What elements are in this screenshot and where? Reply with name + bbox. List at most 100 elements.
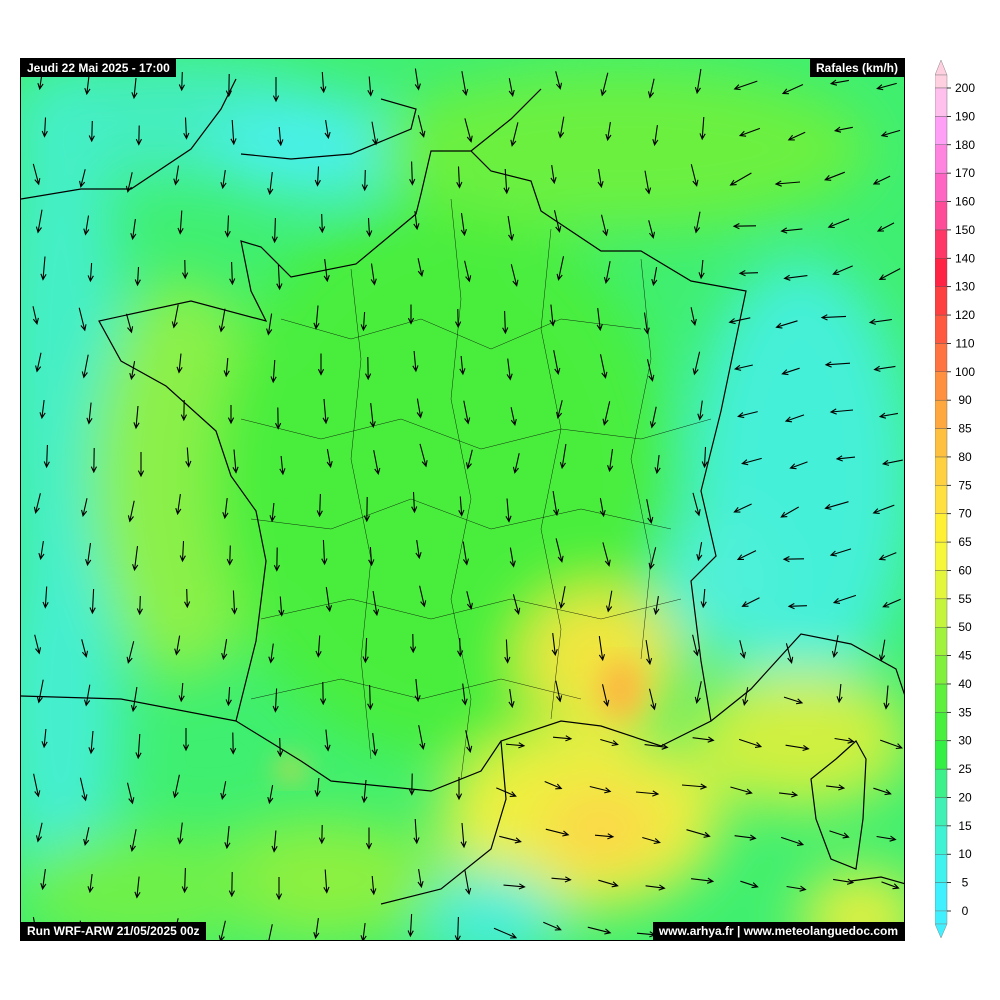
wind-arrow bbox=[413, 211, 420, 231]
wind-arrow bbox=[868, 318, 892, 325]
wind-arrow bbox=[83, 215, 90, 236]
wind-arrow bbox=[833, 878, 855, 885]
belgium-coast bbox=[470, 88, 542, 152]
legend-swatch bbox=[935, 456, 948, 486]
wind-arrow bbox=[878, 639, 886, 662]
wind-arrow bbox=[87, 262, 94, 283]
legend-tick-label: 85 bbox=[958, 422, 972, 436]
wind-arrow bbox=[134, 266, 141, 287]
wind-arrow bbox=[125, 172, 133, 193]
wind-arrow bbox=[600, 738, 619, 747]
wind-arrow bbox=[686, 829, 711, 838]
wind-arrow bbox=[227, 405, 235, 425]
wind-arrow bbox=[543, 921, 562, 931]
wind-arrow bbox=[882, 598, 901, 608]
wind-arrow bbox=[883, 685, 890, 710]
gust-field bbox=[21, 59, 904, 940]
wind-arrow bbox=[741, 457, 762, 466]
wind-arrow bbox=[224, 826, 231, 850]
wind-arrow bbox=[271, 830, 278, 853]
wind-arrow bbox=[508, 689, 515, 709]
legend-over-swatch bbox=[935, 74, 948, 89]
wind-arrow bbox=[881, 459, 903, 466]
legend-tick-label: 120 bbox=[955, 308, 975, 322]
wind-arrow bbox=[692, 492, 701, 517]
wind-arrow bbox=[510, 122, 519, 147]
wind-arrow bbox=[774, 180, 801, 187]
wind-arrow bbox=[783, 274, 808, 281]
wind-arrow bbox=[601, 684, 610, 707]
legend-swatch bbox=[935, 655, 948, 685]
wind-arrow bbox=[557, 116, 565, 139]
wind-arrow bbox=[324, 729, 331, 752]
wind-arrow bbox=[81, 354, 89, 379]
wind-arrow bbox=[459, 355, 466, 376]
wind-arrow bbox=[553, 210, 562, 233]
wind-arrow bbox=[272, 77, 280, 103]
wind-arrow bbox=[408, 773, 415, 796]
legend-tick-label: 190 bbox=[955, 109, 975, 123]
legend-tick-label: 180 bbox=[955, 138, 975, 152]
legend-swatch bbox=[935, 428, 948, 458]
wind-arrow bbox=[873, 787, 892, 796]
wind-arrow bbox=[42, 586, 49, 609]
wind-arrow bbox=[505, 498, 512, 523]
wind-arrow bbox=[230, 732, 237, 755]
wind-arrow bbox=[831, 635, 839, 659]
wind-arrow bbox=[880, 129, 901, 138]
wind-arrow bbox=[597, 169, 604, 189]
wind-arrow bbox=[504, 639, 511, 664]
wind-arrow bbox=[79, 169, 86, 188]
wind-arrow bbox=[276, 264, 283, 291]
legend-under-swatch bbox=[935, 910, 948, 925]
legend-swatch bbox=[935, 343, 948, 372]
wind-arrow bbox=[603, 261, 611, 285]
wind-arrow bbox=[552, 491, 560, 517]
wind-arrow bbox=[463, 400, 471, 425]
wind-arrow bbox=[648, 547, 657, 570]
wind-arrow bbox=[701, 446, 708, 469]
wind-arrow bbox=[455, 777, 463, 801]
legend-tick-label: 0 bbox=[962, 904, 969, 918]
wind-arrow bbox=[313, 305, 320, 330]
wind-arrow bbox=[587, 926, 612, 935]
wind-arrow bbox=[266, 313, 273, 336]
wind-arrow bbox=[553, 350, 561, 376]
wind-arrow bbox=[277, 737, 284, 758]
wind-arrow bbox=[649, 406, 657, 429]
wind-arrow bbox=[550, 165, 557, 185]
wind-arrow bbox=[607, 449, 614, 473]
wind-arrow bbox=[738, 127, 761, 137]
wind-arrow bbox=[878, 412, 898, 419]
wind-arrow bbox=[786, 885, 807, 892]
wind-arrow bbox=[323, 259, 330, 283]
legend-swatch bbox=[935, 712, 948, 741]
wind-arrow bbox=[693, 211, 701, 234]
legend-swatch bbox=[935, 513, 948, 543]
wind-arrow bbox=[35, 209, 43, 234]
wind-arrow bbox=[265, 924, 273, 940]
wind-arrow bbox=[733, 503, 752, 513]
wind-arrow bbox=[780, 227, 803, 234]
wind-arrow bbox=[360, 311, 367, 332]
wind-arrow bbox=[413, 818, 420, 845]
wind-arrow bbox=[785, 744, 810, 752]
wind-arrow bbox=[173, 165, 180, 186]
legend-swatch bbox=[935, 116, 948, 145]
legend-tick-label: 70 bbox=[958, 507, 972, 521]
wind-arrow bbox=[83, 684, 91, 707]
wind-arrow bbox=[824, 501, 849, 510]
wind-arrow bbox=[323, 869, 330, 894]
wind-arrow bbox=[789, 461, 808, 470]
wind-arrow bbox=[231, 590, 238, 615]
wind-arrow bbox=[125, 313, 134, 334]
wind-arrow bbox=[647, 78, 655, 99]
wind-arrow bbox=[35, 352, 42, 373]
wind-arrow bbox=[878, 268, 901, 280]
wind-arrow bbox=[781, 83, 804, 95]
wind-arrow bbox=[371, 733, 378, 757]
wind-arrow bbox=[185, 447, 192, 468]
wind-arrow bbox=[780, 836, 805, 846]
legend-tick-label: 30 bbox=[958, 734, 972, 748]
wind-arrow bbox=[90, 447, 97, 474]
